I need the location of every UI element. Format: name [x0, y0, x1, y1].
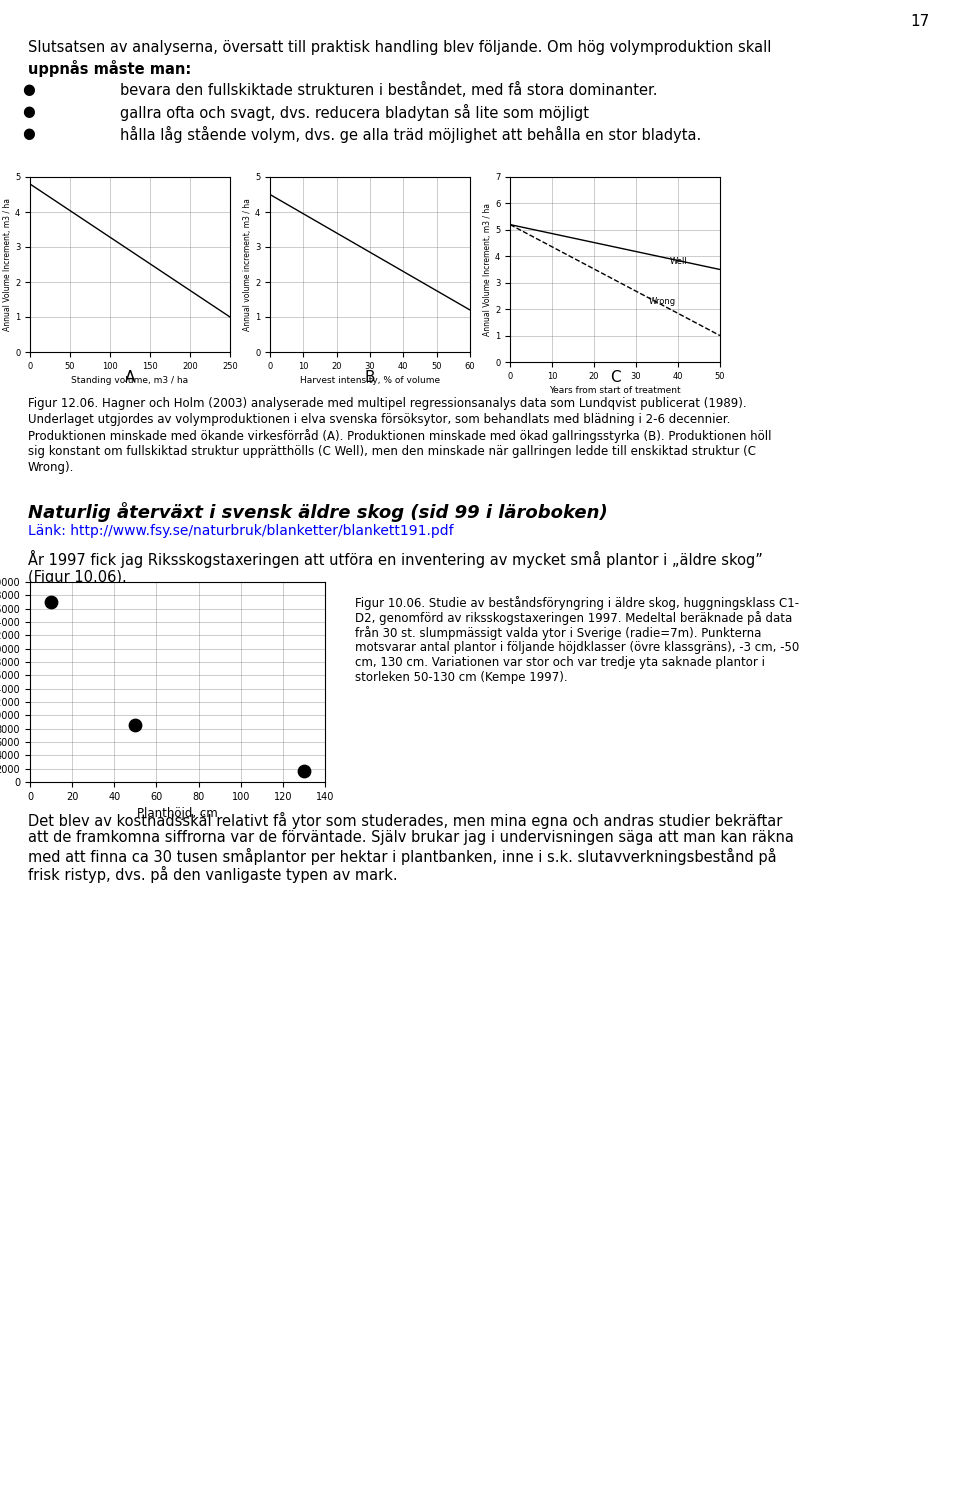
Text: ●: ● [22, 104, 35, 119]
Text: med att finna ca 30 tusen småplantor per hektar i plantbanken, inne i s.k. sluta: med att finna ca 30 tusen småplantor per… [28, 847, 777, 865]
Text: frisk ristyp, dvs. på den vanligaste typen av mark.: frisk ristyp, dvs. på den vanligaste typ… [28, 865, 397, 883]
X-axis label: Years from start of treatment: Years from start of treatment [549, 386, 681, 395]
Text: D2, genomförd av riksskogstaxeringen 1997. Medeltal beräknade på data: D2, genomförd av riksskogstaxeringen 199… [355, 612, 792, 625]
Text: från 30 st. slumpmässigt valda ytor i Sverige (radie=7m). Punkterna: från 30 st. slumpmässigt valda ytor i Sv… [355, 627, 761, 640]
Text: uppnås måste man:: uppnås måste man: [28, 60, 191, 78]
Y-axis label: Annual Volume Increment, m3 / ha: Annual Volume Increment, m3 / ha [483, 203, 492, 336]
Text: Slutsatsen av analyserna, översatt till praktisk handling blev följande. Om hög : Slutsatsen av analyserna, översatt till … [28, 40, 772, 55]
Text: storleken 50-130 cm (Kempe 1997).: storleken 50-130 cm (Kempe 1997). [355, 671, 567, 683]
Text: ●: ● [22, 125, 35, 142]
X-axis label: Harvest intensity, % of volume: Harvest intensity, % of volume [300, 376, 440, 385]
Text: Wrong).: Wrong). [28, 461, 74, 474]
Text: Well: Well [670, 257, 687, 266]
Point [297, 759, 312, 783]
Text: A: A [125, 370, 135, 385]
Text: År 1997 fick jag Riksskogstaxeringen att utföra en inventering av mycket små pla: År 1997 fick jag Riksskogstaxeringen att… [28, 551, 763, 568]
Text: Figur 12.06. Hagner och Holm (2003) analyserade med multipel regressionsanalys d: Figur 12.06. Hagner och Holm (2003) anal… [28, 397, 747, 410]
Text: Naturlig återväxt i svensk äldre skog (sid 99 i läroboken): Naturlig återväxt i svensk äldre skog (s… [28, 501, 608, 522]
Text: cm, 130 cm. Variationen var stor och var tredje yta saknade plantor i: cm, 130 cm. Variationen var stor och var… [355, 656, 765, 668]
Text: ●: ● [22, 82, 35, 97]
Text: hålla låg stående volym, dvs. ge alla träd möjlighet att behålla en stor bladyta: hålla låg stående volym, dvs. ge alla tr… [120, 125, 701, 143]
Text: bevara den fullskiktade strukturen i beståndet, med få stora dominanter.: bevara den fullskiktade strukturen i bes… [120, 82, 658, 98]
Text: sig konstant om fullskiktad struktur upprätthölls (C Well), men den minskade när: sig konstant om fullskiktad struktur upp… [28, 445, 756, 458]
Text: Figur 10.06. Studie av beståndsföryngring i äldre skog, huggningsklass C1-: Figur 10.06. Studie av beståndsföryngrin… [355, 595, 799, 610]
X-axis label: Standing volume, m3 / ha: Standing volume, m3 / ha [71, 376, 188, 385]
Text: Länk: http://www.fsy.se/naturbruk/blanketter/blankett191.pdf: Länk: http://www.fsy.se/naturbruk/blanke… [28, 524, 454, 539]
Text: 17: 17 [910, 13, 929, 28]
Text: C: C [610, 370, 620, 385]
Point [43, 589, 59, 613]
Text: Wrong: Wrong [649, 297, 676, 306]
X-axis label: Planthöjd, cm: Planthöjd, cm [137, 807, 218, 821]
Text: Underlaget utgjordes av volymproduktionen i elva svenska försöksytor, som behand: Underlaget utgjordes av volymproduktione… [28, 413, 731, 427]
Text: Produktionen minskade med ökande virkesförråd (A). Produktionen minskade med öka: Produktionen minskade med ökande virkesf… [28, 430, 772, 443]
Y-axis label: Annual Volume Increment, m3 / ha: Annual Volume Increment, m3 / ha [3, 198, 12, 331]
Text: motsvarar antal plantor i följande höjdklasser (övre klassgräns), -3 cm, -50: motsvarar antal plantor i följande höjdk… [355, 642, 800, 653]
Text: B: B [365, 370, 375, 385]
Y-axis label: Annual volume increment, m3 / ha: Annual volume increment, m3 / ha [243, 198, 252, 331]
Text: (Figur 10.06).: (Figur 10.06). [28, 570, 127, 585]
Text: att de framkomna siffrorna var de förväntade. Själv brukar jag i undervisningen : att de framkomna siffrorna var de förvän… [28, 830, 794, 844]
Point [128, 713, 143, 737]
Text: Det blev av kostnadsskäl relativt få ytor som studerades, men mina egna och andr: Det blev av kostnadsskäl relativt få yto… [28, 812, 782, 830]
Text: gallra ofta och svagt, dvs. reducera bladytan så lite som möjligt: gallra ofta och svagt, dvs. reducera bla… [120, 104, 589, 121]
